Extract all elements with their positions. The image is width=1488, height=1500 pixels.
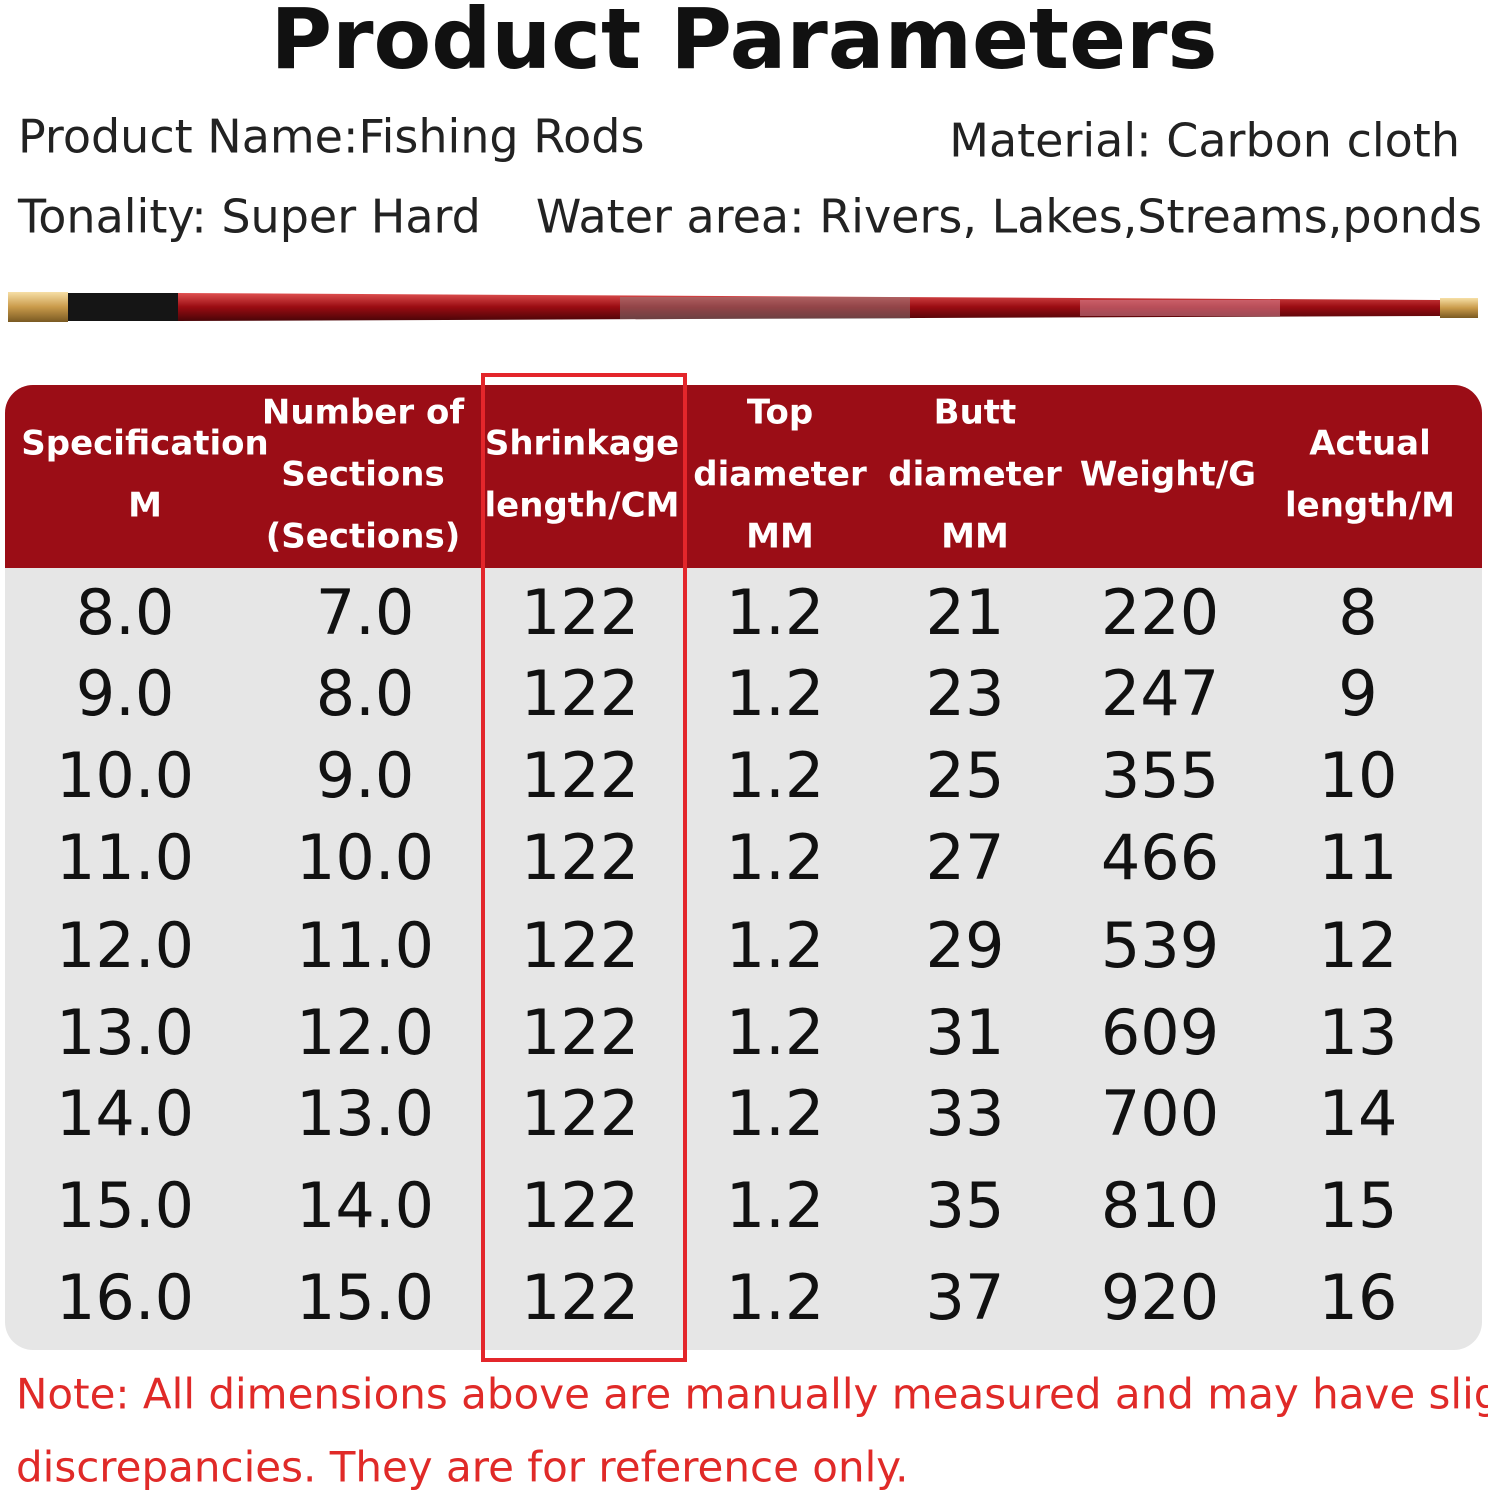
note-line: Note: All dimensions above are manually … bbox=[16, 1370, 1488, 1419]
highlight-box bbox=[481, 373, 687, 1362]
header-cell: length/M bbox=[1285, 486, 1455, 526]
table-cell: 13 bbox=[1319, 996, 1398, 1069]
table-cell: 16 bbox=[1319, 1261, 1398, 1334]
table-cell: 12 bbox=[1319, 909, 1398, 982]
table-cell: 810 bbox=[1101, 1169, 1219, 1242]
table-cell: 122 bbox=[521, 1169, 639, 1242]
header-cell: length/CM bbox=[485, 486, 680, 526]
table-cell: 14 bbox=[1319, 1077, 1398, 1150]
header-cell: diameter bbox=[693, 455, 867, 495]
table-cell: 609 bbox=[1101, 996, 1219, 1069]
table-cell: 122 bbox=[521, 909, 639, 982]
table-cell: 31 bbox=[926, 996, 1005, 1069]
table-cell: 33 bbox=[926, 1077, 1005, 1150]
table-cell: 9 bbox=[1338, 657, 1377, 730]
table-cell: 1.2 bbox=[726, 576, 825, 649]
table-cell: 122 bbox=[521, 821, 639, 894]
table-header bbox=[5, 385, 1482, 568]
product-name: Product Name:Fishing Rods bbox=[18, 110, 644, 164]
table-cell: 15.0 bbox=[296, 1261, 434, 1334]
table-cell: 1.2 bbox=[726, 821, 825, 894]
header-cell: Number of bbox=[262, 393, 465, 433]
header-cell: Top bbox=[747, 393, 813, 433]
header-cell: Actual bbox=[1309, 424, 1431, 464]
material: Material: Carbon cloth bbox=[949, 114, 1460, 168]
table-cell: 466 bbox=[1101, 821, 1219, 894]
table-cell: 37 bbox=[926, 1261, 1005, 1334]
water-area: Water area: Rivers, Lakes,Streams,ponds bbox=[536, 190, 1482, 244]
table-cell: 220 bbox=[1101, 576, 1219, 649]
table-cell: 23 bbox=[926, 657, 1005, 730]
table-cell: 122 bbox=[521, 657, 639, 730]
table-cell: 10.0 bbox=[56, 739, 194, 812]
table-cell: 13.0 bbox=[296, 1077, 434, 1150]
table-cell: 10 bbox=[1319, 739, 1398, 812]
table-cell: 1.2 bbox=[726, 739, 825, 812]
table-cell: 11.0 bbox=[296, 909, 434, 982]
table-cell: 247 bbox=[1101, 657, 1219, 730]
tonality: Tonality: Super Hard bbox=[17, 190, 481, 244]
table-cell: 14.0 bbox=[56, 1077, 194, 1150]
table-cell: 10.0 bbox=[296, 821, 434, 894]
table-cell: 355 bbox=[1101, 739, 1219, 812]
header-cell: Weight/G bbox=[1080, 455, 1256, 495]
table-cell: 7.0 bbox=[316, 576, 415, 649]
header-cell: M bbox=[128, 486, 162, 526]
table-cell: 1.2 bbox=[726, 1169, 825, 1242]
table-cell: 9.0 bbox=[76, 657, 175, 730]
table-cell: 8.0 bbox=[76, 576, 175, 649]
header-cell: (Sections) bbox=[266, 517, 461, 557]
note-line: discrepancies. They are for reference on… bbox=[16, 1443, 908, 1492]
table-cell: 539 bbox=[1101, 909, 1219, 982]
table-cell: 14.0 bbox=[296, 1169, 434, 1242]
header-cell: diameter bbox=[888, 455, 1062, 495]
header-cell: Sections bbox=[281, 455, 444, 495]
table-cell: 27 bbox=[926, 821, 1005, 894]
table-cell: 920 bbox=[1101, 1261, 1219, 1334]
table-cell: 25 bbox=[926, 739, 1005, 812]
table-cell: 122 bbox=[521, 996, 639, 1069]
table-cell: 16.0 bbox=[56, 1261, 194, 1334]
table-cell: 122 bbox=[521, 1261, 639, 1334]
header-cell: Specification bbox=[21, 424, 268, 464]
table-cell: 122 bbox=[521, 739, 639, 812]
rod-image bbox=[8, 292, 1478, 322]
table-cell: 11.0 bbox=[56, 821, 194, 894]
table-cell: 15 bbox=[1319, 1169, 1398, 1242]
table-cell: 8 bbox=[1338, 576, 1377, 649]
table-cell: 1.2 bbox=[726, 909, 825, 982]
header-cell: Butt bbox=[934, 393, 1017, 433]
table-cell: 12.0 bbox=[296, 996, 434, 1069]
header-cell: Shrinkage bbox=[485, 424, 679, 464]
table-cell: 8.0 bbox=[316, 657, 415, 730]
table-cell: 9.0 bbox=[316, 739, 415, 812]
table-cell: 29 bbox=[926, 909, 1005, 982]
table-cell: 1.2 bbox=[726, 657, 825, 730]
table-cell: 11 bbox=[1319, 821, 1398, 894]
table-cell: 21 bbox=[926, 576, 1005, 649]
table-cell: 15.0 bbox=[56, 1169, 194, 1242]
title: Product Parameters bbox=[271, 0, 1218, 88]
table-cell: 13.0 bbox=[56, 996, 194, 1069]
table-body bbox=[5, 385, 1482, 1350]
header-cell: MM bbox=[941, 517, 1009, 557]
table-cell: 1.2 bbox=[726, 1261, 825, 1334]
table-cell: 1.2 bbox=[726, 1077, 825, 1150]
table-cell: 122 bbox=[521, 1077, 639, 1150]
table-cell: 700 bbox=[1101, 1077, 1219, 1150]
table-cell: 1.2 bbox=[726, 996, 825, 1069]
table-cell: 122 bbox=[521, 576, 639, 649]
table-cell: 12.0 bbox=[56, 909, 194, 982]
header-cell: MM bbox=[746, 517, 814, 557]
table-cell: 35 bbox=[926, 1169, 1005, 1242]
